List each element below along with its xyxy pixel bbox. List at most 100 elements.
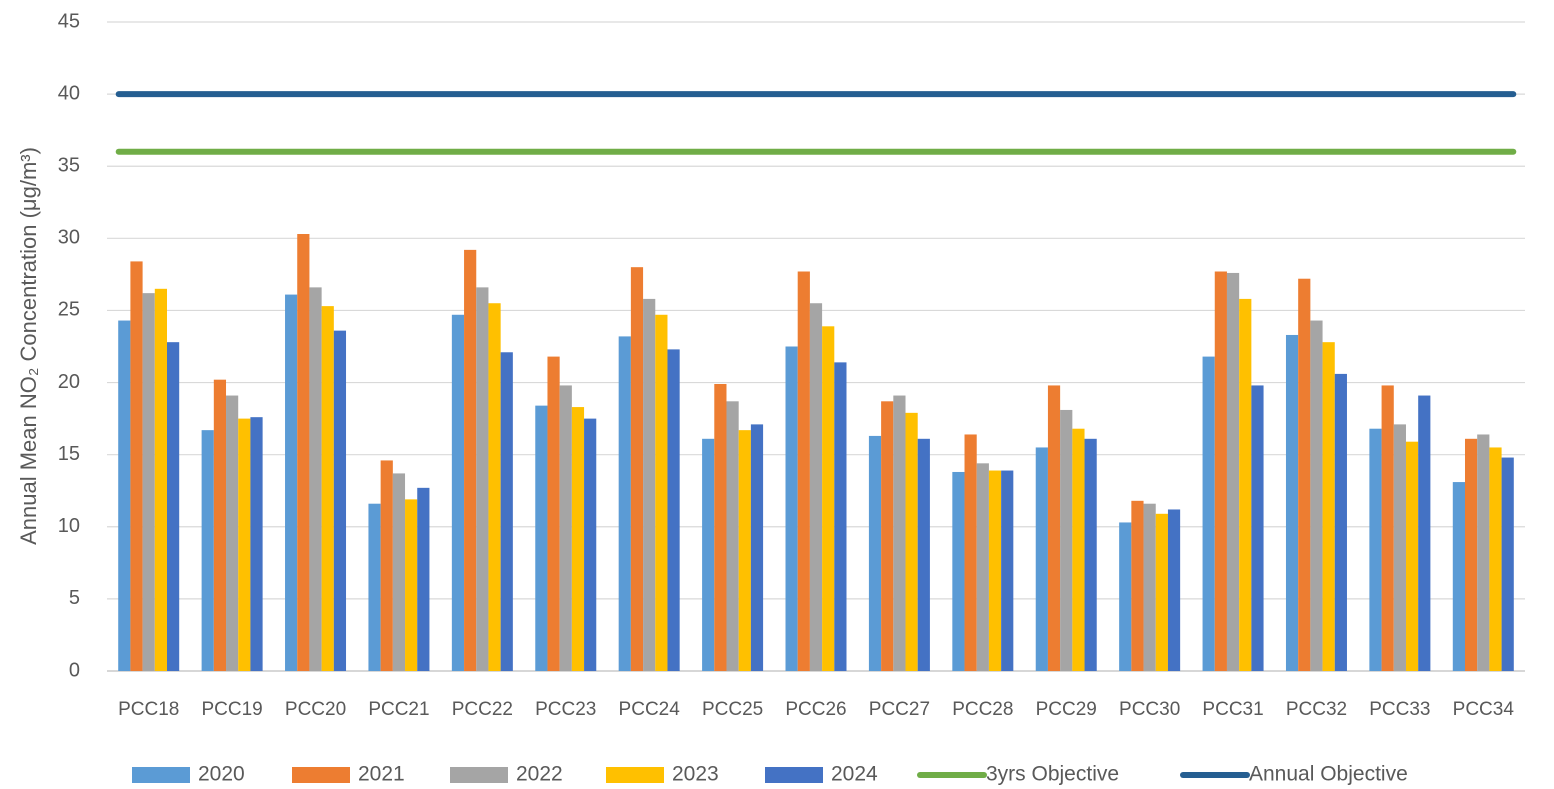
bar [451, 314, 465, 671]
y-tick-label: 40 [58, 82, 80, 104]
bar [738, 430, 751, 671]
bar [380, 460, 393, 671]
x-tick-label: PCC18 [118, 699, 179, 720]
x-tick-label: PCC27 [869, 699, 930, 720]
legend-swatch [606, 767, 664, 783]
y-tick-label: 30 [58, 227, 80, 249]
x-tick-label: PCC34 [1453, 699, 1515, 720]
legend-swatch [292, 767, 350, 783]
bar [1477, 434, 1490, 671]
bar [655, 314, 668, 671]
bar [392, 473, 406, 671]
bar [750, 424, 764, 671]
legend-swatch [765, 767, 823, 783]
bar [1001, 470, 1014, 671]
x-tick-label: PCC20 [285, 699, 346, 720]
legend-label: 2024 [831, 763, 878, 786]
bar [321, 306, 334, 671]
bar [500, 352, 513, 671]
bar [1035, 447, 1048, 671]
y-tick-label: 35 [58, 155, 80, 177]
legend-label: 2022 [516, 763, 563, 786]
bar [1452, 482, 1465, 671]
bar [297, 234, 310, 672]
bar [547, 356, 560, 671]
bar [584, 418, 597, 671]
x-tick-label: PCC19 [201, 699, 262, 720]
y-tick-label: 0 [69, 659, 80, 681]
bar [952, 471, 965, 671]
bar [988, 470, 1002, 671]
x-tick-label: PCC25 [702, 699, 763, 720]
x-tick-label: PCC26 [785, 699, 846, 720]
x-tick-label: PCC22 [452, 699, 513, 720]
bar [167, 342, 180, 671]
bar [809, 303, 823, 671]
bar [618, 336, 631, 671]
bar [834, 362, 847, 671]
y-tick-label: 45 [58, 10, 80, 32]
bar [417, 487, 430, 671]
bar [1310, 320, 1323, 671]
legend-label: 3yrs Objective [986, 763, 1119, 786]
bar [142, 293, 155, 671]
bar [250, 417, 263, 671]
bar [464, 249, 477, 672]
bar [1322, 342, 1335, 671]
bar [1226, 272, 1240, 671]
bar [333, 330, 347, 671]
x-tick-label: PCC33 [1369, 699, 1430, 720]
bar [154, 288, 168, 671]
bar [201, 430, 214, 671]
bar [1405, 441, 1419, 671]
bar [797, 271, 810, 671]
bar [785, 346, 798, 671]
bar [309, 287, 322, 671]
bar [1155, 513, 1168, 671]
bar [1072, 428, 1085, 671]
bar [1393, 424, 1406, 671]
legend-label: 2023 [672, 763, 719, 786]
bar [868, 435, 882, 671]
bar [905, 412, 918, 671]
bar [1501, 457, 1514, 671]
bar [285, 294, 298, 671]
y-tick-label: 20 [58, 371, 80, 393]
bar [535, 405, 548, 671]
y-tick-label: 25 [58, 299, 80, 321]
bar [1060, 409, 1073, 671]
y-axis-label: Annual Mean NO₂ Concentration (μg/m³) [16, 147, 41, 545]
x-tick-label: PCC32 [1286, 699, 1347, 720]
bar [1334, 373, 1347, 671]
legend-swatch [450, 767, 508, 783]
bar [1084, 438, 1097, 671]
x-tick-label: PCC24 [619, 699, 681, 720]
bar [1251, 385, 1264, 671]
legend-label: 2021 [358, 763, 405, 786]
bar [238, 418, 251, 671]
bar [1285, 334, 1299, 671]
bar [1418, 395, 1431, 671]
bar [1202, 356, 1215, 671]
bar [1381, 385, 1394, 671]
bar [1167, 509, 1181, 671]
bar [702, 438, 715, 671]
legend-swatch [132, 767, 190, 783]
x-tick-label: PCC21 [368, 699, 429, 720]
bar [1131, 500, 1144, 671]
bar [405, 499, 418, 671]
bar [368, 503, 381, 671]
bar [881, 401, 894, 671]
bar [1047, 385, 1061, 671]
y-tick-label: 15 [58, 443, 80, 465]
bar [1489, 447, 1502, 671]
x-tick-label: PCC30 [1119, 699, 1180, 720]
y-tick-label: 5 [69, 587, 80, 609]
bar [643, 298, 656, 671]
bar [964, 434, 977, 671]
x-tick-label: PCC23 [535, 699, 596, 720]
bar [1298, 278, 1311, 671]
bar [726, 401, 739, 671]
bar [630, 267, 644, 671]
